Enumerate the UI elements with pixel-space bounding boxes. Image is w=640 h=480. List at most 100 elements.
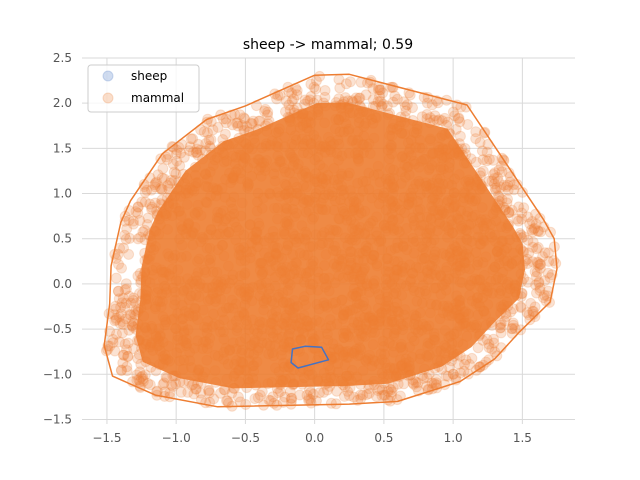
mammal-point: [421, 380, 433, 392]
mammal-point: [207, 124, 219, 136]
mammal-point: [440, 370, 452, 382]
mammal-point: [371, 391, 382, 402]
mammal-point: [279, 391, 291, 403]
mammal-point: [529, 222, 541, 234]
mammal-point: [109, 345, 121, 357]
mammal-point: [190, 383, 202, 395]
mammal-point: [111, 328, 122, 340]
mammal-point: [495, 317, 507, 329]
mammal-point: [531, 266, 543, 278]
mammal-point: [134, 366, 146, 378]
mammal-point: [527, 256, 539, 268]
mammal-point: [535, 226, 547, 238]
mammal-point: [175, 147, 187, 159]
mammal-point: [252, 392, 264, 404]
mammal-point: [513, 201, 525, 213]
mammal-point: [516, 213, 528, 225]
mammal-point: [156, 172, 168, 184]
legend-frame: [87, 64, 200, 113]
mammal-point: [291, 85, 303, 96]
mammal-point: [470, 156, 482, 168]
mammal-point: [534, 282, 546, 294]
mammal-point: [483, 175, 495, 187]
mammal-point: [170, 168, 182, 180]
mammal-point: [378, 389, 390, 401]
mammal-point: [502, 184, 514, 196]
mammal-point: [178, 151, 190, 163]
mammal-point: [503, 207, 515, 218]
mammal-point: [542, 267, 554, 279]
mammal-point: [334, 82, 346, 94]
legend-marker-sheep: [102, 70, 114, 82]
mammal-point: [511, 213, 523, 225]
mammal-point: [462, 119, 474, 130]
mammal-point: [493, 164, 505, 176]
mammal-point: [109, 315, 121, 327]
mammal-point: [412, 377, 424, 389]
mammal-point: [119, 302, 131, 314]
mammal-point: [151, 176, 162, 188]
mammal-point: [525, 297, 537, 309]
mammal-point: [286, 87, 298, 99]
mammal-point: [226, 387, 238, 399]
mammal-point: [354, 389, 366, 401]
mammal-point: [128, 343, 140, 355]
mammal-point: [458, 365, 470, 377]
mammal-point: [362, 77, 373, 89]
mammal-point: [110, 272, 122, 284]
mammal-point: [132, 201, 144, 213]
mammal-point: [537, 292, 549, 304]
mammal-point: [539, 275, 551, 287]
mammal-point: [135, 371, 147, 383]
mammal-point: [194, 144, 206, 156]
mammal-point: [343, 390, 355, 402]
mammal-point: [215, 387, 226, 399]
mammal-point: [116, 262, 127, 274]
mammal-point: [398, 96, 410, 108]
mammal-point: [488, 333, 499, 345]
mammal-point: [173, 141, 185, 153]
mammal-point: [408, 378, 420, 390]
mammal-point: [232, 120, 244, 132]
mammal-point: [385, 390, 397, 402]
mammal-point: [198, 126, 210, 138]
x-tick-label: −1.5: [92, 431, 121, 445]
mammal-point: [508, 179, 520, 191]
mammal-point: [117, 349, 129, 361]
mammal-point: [376, 100, 388, 112]
mammal-point: [122, 351, 134, 363]
mammal-point: [421, 372, 433, 384]
mammal-point: [170, 378, 182, 390]
mammal-point: [374, 84, 386, 96]
mammal-point: [495, 322, 507, 334]
mammal-point: [120, 283, 132, 295]
mammal-point: [495, 327, 507, 339]
mammal-point: [120, 278, 132, 290]
mammal-point: [535, 258, 547, 270]
mammal-point: [516, 207, 528, 219]
mammal-point: [530, 270, 542, 282]
mammal-point: [113, 293, 125, 305]
mammal-point: [367, 94, 379, 105]
mammal-point: [444, 361, 456, 373]
mammal-point: [481, 333, 493, 345]
mammal-point: [286, 392, 298, 404]
mammal-point: [121, 223, 133, 235]
mammal-point: [127, 218, 139, 230]
mammal-point: [157, 163, 169, 175]
mammal-point: [288, 93, 300, 105]
mammal-point: [182, 386, 194, 398]
mammal-point: [494, 319, 506, 331]
mammal-point: [158, 173, 170, 185]
mammal-point: [524, 314, 536, 326]
mammal-point: [527, 241, 539, 253]
mammal-point: [504, 176, 516, 188]
mammal-point: [110, 300, 121, 312]
mammal-point: [120, 297, 132, 309]
mammal-point: [391, 93, 403, 105]
mammal-point: [124, 232, 136, 244]
mammal-point: [188, 388, 200, 400]
mammal-point: [333, 74, 345, 85]
mammal-point: [399, 101, 411, 113]
mammal-point: [308, 81, 320, 93]
